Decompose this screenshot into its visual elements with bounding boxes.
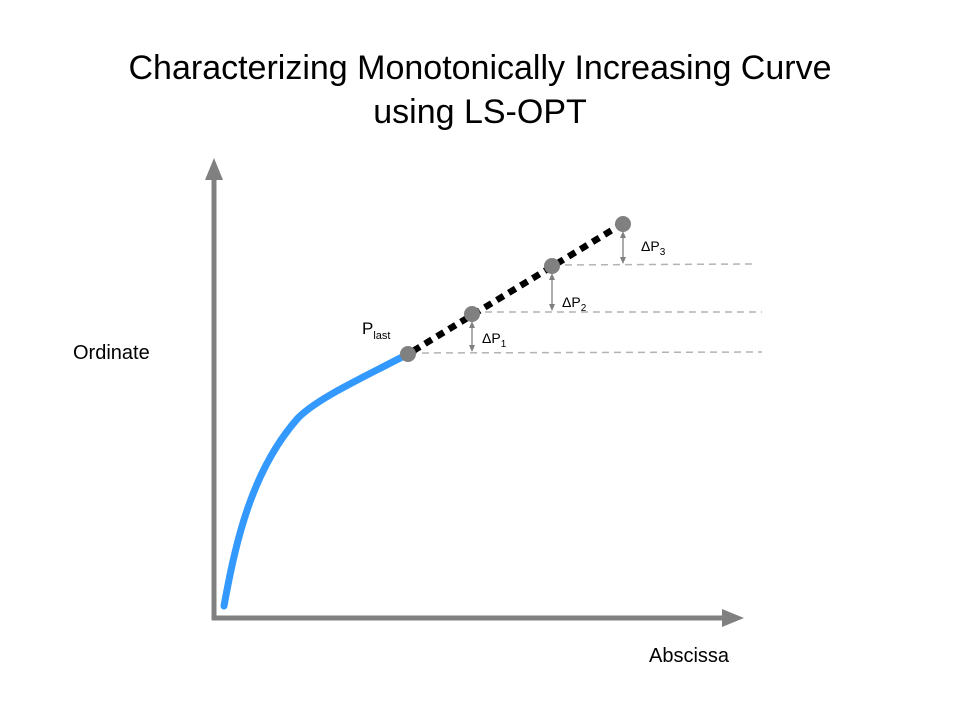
title-line-1: Characterizing Monotonically Increasing … (128, 49, 832, 87)
x-axis-arrowhead (722, 609, 744, 627)
delta-p3-symbol: Δ (641, 238, 650, 254)
point-2 (544, 258, 560, 274)
point-3 (615, 216, 631, 232)
delta-p2-label: ΔP2 (562, 294, 587, 314)
plast-label-sub: last (373, 330, 390, 342)
x-axis-label: Abscissa (649, 645, 730, 667)
plast-label-base: P (362, 319, 373, 338)
axes (205, 158, 744, 627)
delta-arrow-3 (620, 231, 626, 264)
guide-lines (409, 263, 763, 354)
y-axis-arrowhead (205, 158, 223, 180)
y-axis-label: Ordinate (73, 342, 150, 364)
slide-title: Characterizing Monotonically Increasing … (0, 46, 960, 134)
plast-label: Plast (362, 319, 390, 342)
guide-line-plast (409, 351, 763, 354)
delta-arrow-2 (549, 273, 555, 311)
delta-arrows (469, 231, 626, 352)
point-plast (400, 346, 416, 362)
delta-p2-sub: 2 (581, 303, 587, 314)
delta-p1-symbol: Δ (482, 330, 491, 346)
points (400, 216, 631, 362)
guide-line-p2 (552, 263, 753, 266)
delta-p2-base: P (571, 294, 580, 310)
delta-p3-label: ΔP3 (641, 238, 666, 258)
delta-p3-sub: 3 (660, 247, 666, 258)
title-line-2: using LS-OPT (373, 93, 587, 131)
extrapolation-line (411, 221, 624, 354)
point-1 (464, 306, 480, 322)
delta-p1-sub: 1 (501, 339, 507, 350)
delta-p1-base: P (491, 330, 500, 346)
delta-p1-label: ΔP1 (482, 330, 507, 350)
delta-arrow-1 (469, 321, 475, 352)
delta-p3-base: P (650, 238, 659, 254)
delta-p2-symbol: Δ (562, 294, 571, 310)
curve-line (220, 350, 412, 610)
